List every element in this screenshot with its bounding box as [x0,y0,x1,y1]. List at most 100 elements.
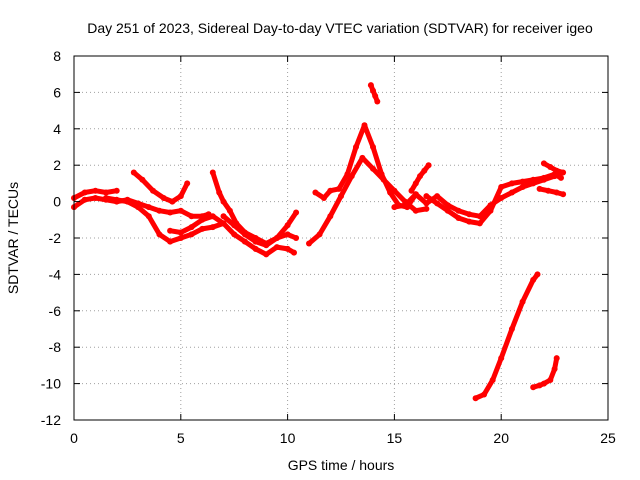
data-point [273,244,280,251]
data-point [545,187,552,194]
data-point [263,251,270,258]
data-point [188,231,195,238]
y-tick-label: 6 [53,84,61,100]
data-point [220,220,227,227]
chart-title: Day 251 of 2023, Sidereal Day-to-day VTE… [87,20,593,36]
y-tick-label: 0 [53,194,61,210]
x-tick-label: 20 [493,430,509,446]
x-tick-label: 5 [177,430,185,446]
data-point [423,193,430,200]
data-point [81,189,88,196]
data-point [476,220,483,227]
data-point [177,193,184,200]
data-point [169,198,176,205]
series-layer [71,82,567,402]
y-tick-label: 2 [53,157,61,173]
data-point [150,187,156,194]
data-point [241,231,248,238]
data-point [508,189,515,196]
data-point [551,366,558,372]
y-tick-label: -4 [49,266,62,282]
data-point [293,209,300,216]
data-point [455,207,462,214]
data-point [408,187,415,194]
y-tick-label: 8 [53,48,61,64]
data-point [209,224,216,231]
data-point [530,384,537,391]
data-point [135,204,142,211]
data-point [519,298,526,305]
data-point [252,238,259,245]
data-point [540,380,547,387]
data-point [156,207,163,214]
data-point [177,235,184,241]
data-point [547,377,554,383]
data-point [92,195,99,201]
data-point [199,216,206,223]
tick-labels: 0 5 10 15 20 25 -12 -10 -8 -6 -4 -2 0 2 4 6 8 [41,48,616,446]
data-point [209,169,216,176]
y-tick-label: -6 [49,303,62,319]
data-point [252,245,259,252]
data-point [370,165,376,172]
data-point [412,180,419,187]
data-point [273,235,280,241]
data-point [156,231,163,238]
data-point [402,202,409,209]
data-point [498,195,505,201]
data-point [145,204,152,211]
data-point [553,355,560,362]
data-point [534,271,541,278]
x-tick-label: 0 [70,430,78,446]
data-point [353,144,359,150]
data-point [92,187,99,194]
data-point [81,196,88,203]
data-point [124,198,131,205]
data-point [103,189,109,196]
data-point [421,167,428,174]
data-point [417,173,423,180]
data-point [508,326,515,332]
data-point [553,189,560,196]
series-arc-14 [541,160,566,175]
data-point [412,207,419,214]
data-point [316,231,323,238]
data-point [466,211,473,218]
data-point [536,185,543,192]
data-point [167,209,174,216]
data-point [344,171,351,178]
data-point [508,180,515,187]
data-point [434,200,441,207]
data-point [216,189,223,196]
data-point [372,93,379,99]
data-point [530,176,537,183]
data-point [547,164,554,170]
data-point [220,198,227,205]
data-point [291,249,297,256]
y-tick-label: 4 [53,121,61,137]
data-point [370,144,376,150]
x-tick-label: 10 [280,430,296,446]
y-tick-label: -8 [49,339,62,355]
data-point [312,189,319,196]
data-point [498,355,505,362]
data-point [113,187,120,194]
data-point [370,87,376,94]
data-point [327,213,334,220]
data-point [139,176,146,183]
data-point [519,184,526,190]
data-point [263,242,270,249]
data-point [391,204,398,211]
data-point [540,174,547,181]
y-axis-label: SDTVAR / TECUs [5,182,21,294]
data-point [231,222,238,229]
data-point [231,231,238,238]
data-point [498,184,505,190]
data-point [489,377,496,383]
data-point [167,238,174,245]
data-point [130,169,137,176]
x-axis-label: GPS time / hours [288,457,395,473]
data-point [367,82,374,89]
data-point [558,174,564,181]
data-point [434,193,441,200]
